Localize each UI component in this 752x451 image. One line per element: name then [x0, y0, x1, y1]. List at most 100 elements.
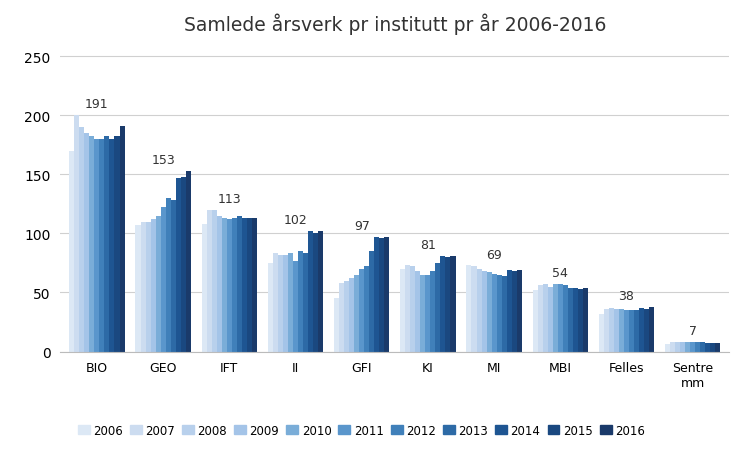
Bar [695, 342, 700, 352]
Bar [538, 286, 543, 352]
Bar [247, 218, 252, 352]
Bar [344, 281, 349, 352]
Bar [604, 309, 609, 352]
Bar [293, 261, 298, 352]
Bar [339, 283, 344, 352]
Bar [232, 218, 237, 352]
Bar [553, 285, 558, 352]
Bar [644, 309, 649, 352]
Bar [384, 237, 390, 352]
Bar [95, 139, 99, 352]
Bar [445, 258, 450, 352]
Text: 113: 113 [217, 193, 241, 206]
Bar [222, 218, 227, 352]
Text: 102: 102 [284, 214, 308, 227]
Bar [705, 344, 711, 352]
Bar [435, 263, 441, 352]
Bar [700, 342, 705, 352]
Bar [217, 216, 222, 352]
Bar [639, 308, 644, 352]
Bar [99, 139, 105, 352]
Bar [670, 342, 675, 352]
Bar [573, 288, 578, 352]
Bar [165, 198, 171, 352]
Bar [450, 256, 456, 352]
Bar [599, 314, 604, 352]
Bar [680, 342, 685, 352]
Bar [430, 272, 435, 352]
Bar [496, 275, 502, 352]
Bar [364, 267, 369, 352]
Bar [562, 286, 568, 352]
Bar [84, 133, 89, 352]
Bar [120, 126, 125, 352]
Bar [374, 237, 379, 352]
Bar [74, 116, 79, 352]
Bar [79, 128, 84, 352]
Bar [629, 310, 634, 352]
Bar [492, 274, 496, 352]
Bar [547, 287, 553, 352]
Bar [411, 267, 415, 352]
Bar [415, 272, 420, 352]
Bar [227, 220, 232, 352]
Bar [441, 256, 445, 352]
Bar [685, 342, 690, 352]
Bar [334, 299, 339, 352]
Bar [711, 344, 715, 352]
Text: 7: 7 [689, 325, 696, 338]
Bar [161, 208, 165, 352]
Text: 97: 97 [353, 220, 370, 233]
Bar [715, 344, 720, 352]
Bar [614, 309, 619, 352]
Bar [649, 307, 654, 352]
Bar [237, 216, 242, 352]
Bar [268, 263, 273, 352]
Bar [349, 279, 354, 352]
Bar [242, 218, 247, 352]
Bar [110, 139, 114, 352]
Text: 81: 81 [420, 239, 436, 252]
Bar [359, 269, 364, 352]
Bar [278, 255, 283, 352]
Bar [171, 201, 176, 352]
Bar [624, 310, 629, 352]
Bar [318, 231, 323, 352]
Bar [532, 290, 538, 352]
Bar [186, 171, 191, 352]
Bar [180, 177, 186, 352]
Text: 38: 38 [619, 289, 635, 302]
Bar [298, 252, 303, 352]
Text: 69: 69 [487, 248, 502, 261]
Bar [146, 222, 150, 352]
Bar [466, 266, 472, 352]
Bar [252, 218, 257, 352]
Bar [308, 231, 313, 352]
Bar [543, 285, 547, 352]
Bar [354, 275, 359, 352]
Bar [141, 222, 146, 352]
Bar [517, 271, 522, 352]
Bar [114, 137, 120, 352]
Bar [665, 345, 670, 352]
Bar [481, 272, 487, 352]
Text: 54: 54 [553, 267, 569, 280]
Bar [303, 254, 308, 352]
Bar [502, 276, 507, 352]
Bar [487, 273, 492, 352]
Text: 191: 191 [85, 98, 109, 111]
Bar [288, 254, 293, 352]
Bar [568, 288, 573, 352]
Bar [634, 310, 639, 352]
Bar [609, 308, 614, 352]
Bar [176, 179, 180, 352]
Bar [212, 210, 217, 352]
Bar [507, 271, 511, 352]
Bar [156, 216, 161, 352]
Bar [273, 254, 278, 352]
Bar [369, 252, 374, 352]
Bar [313, 234, 318, 352]
Title: Samlede årsverk pr institutt pr år 2006-2016: Samlede årsverk pr institutt pr år 2006-… [183, 14, 606, 35]
Bar [69, 151, 74, 352]
Bar [583, 288, 588, 352]
